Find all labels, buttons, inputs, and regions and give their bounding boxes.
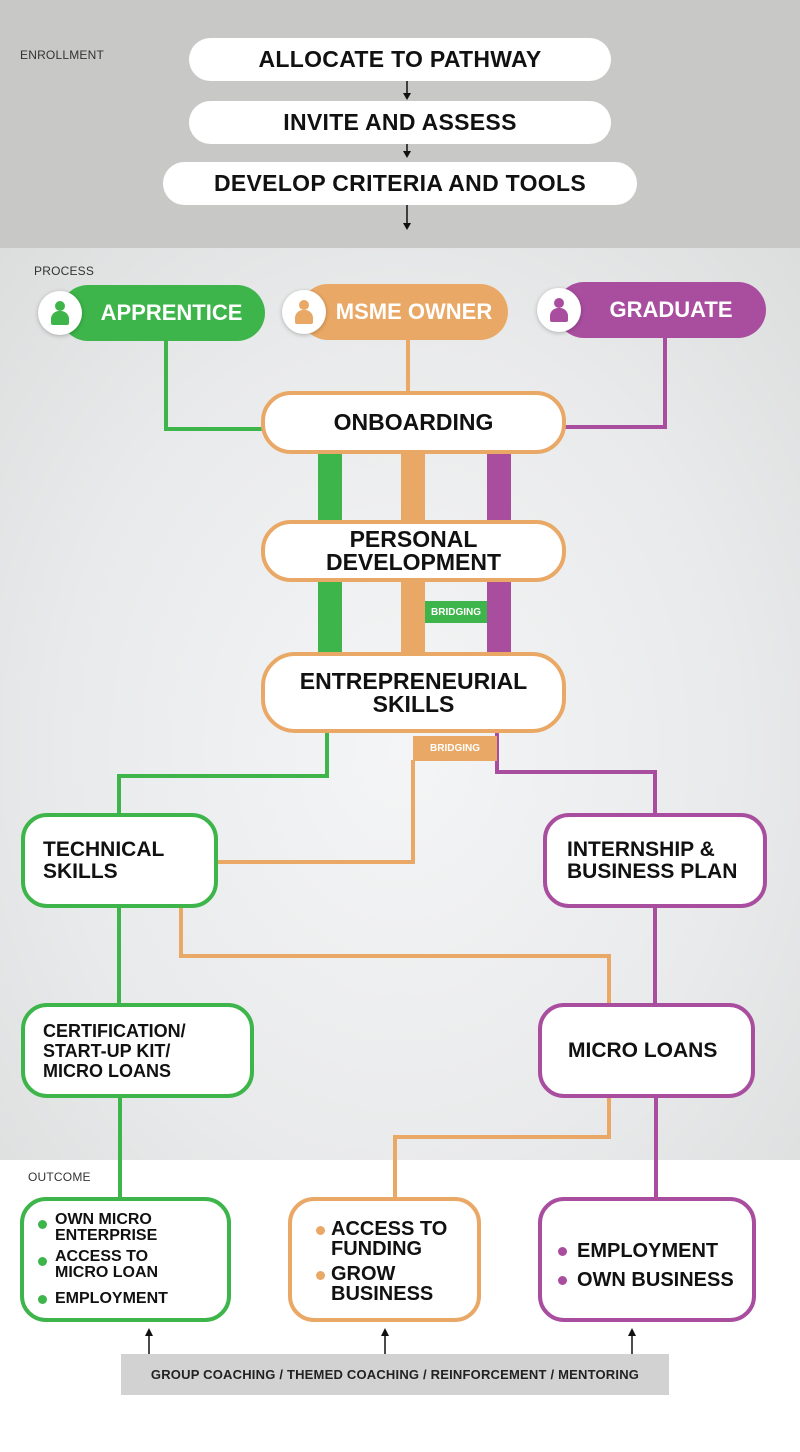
- outcome-item: OWN BUSINESS: [558, 1270, 734, 1290]
- personal-development-label: PERSONAL DEVELOPMENT: [325, 526, 502, 575]
- outcome-item: EMPLOYMENT: [38, 1291, 168, 1307]
- internship-label: INTERNSHIP & BUSINESS PLAN: [567, 837, 738, 883]
- outcome-item: ACCESS TO MICRO LOAN: [38, 1249, 158, 1281]
- technical-skills-label: TECHNICAL SKILLS: [43, 837, 165, 883]
- micro-loans-label: MICRO LOANS: [568, 1038, 718, 1062]
- coaching-bar: GROUP COACHING / THEMED COACHING / REINF…: [121, 1354, 669, 1395]
- bullet-icon: [38, 1220, 47, 1229]
- outcome-item: ACCESS TO FUNDING: [316, 1219, 447, 1259]
- technical-skills-node: TECHNICAL SKILLS: [21, 813, 218, 908]
- outcome-item: EMPLOYMENT: [558, 1241, 718, 1261]
- outcome-item: GROW BUSINESS: [316, 1264, 433, 1304]
- entrepreneurial-skills-label: ENTREPRENEURIAL SKILLS: [299, 667, 528, 717]
- process-label: PROCESS: [34, 264, 95, 278]
- graduate-person-icon: [537, 288, 581, 332]
- msme-owner-role: MSME OWNER: [300, 284, 508, 340]
- micro-loans-node: MICRO LOANS: [538, 1003, 755, 1098]
- bridging-badge-green: BRIDGING: [425, 601, 487, 623]
- allocate-to-pathway-step: ALLOCATE TO PATHWAY: [189, 38, 611, 81]
- bullet-icon: [316, 1226, 325, 1235]
- enrollment-label: ENROLLMENT: [20, 48, 105, 62]
- certification-label: CERTIFICATION/ START-UP KIT/ MICRO LOANS: [43, 1020, 186, 1081]
- msme-owner-outcomes: [288, 1197, 481, 1322]
- bullet-icon: [558, 1247, 567, 1256]
- apprentice-role: APPRENTICE: [60, 285, 265, 341]
- outcome-item: OWN MICRO ENTERPRISE: [38, 1212, 157, 1244]
- bridging-badge-orange: BRIDGING: [413, 736, 497, 761]
- bullet-icon: [38, 1257, 47, 1266]
- graduate-outcomes: [538, 1197, 756, 1322]
- msme-owner-person-icon: [282, 290, 326, 334]
- onboarding-node: ONBOARDING: [261, 391, 566, 454]
- onboarding-label: ONBOARDING: [333, 409, 494, 435]
- apprentice-person-icon: [38, 291, 82, 335]
- certification-node: CERTIFICATION/ START-UP KIT/ MICRO LOANS: [21, 1003, 254, 1098]
- bullet-icon: [38, 1295, 47, 1304]
- outcome-label: OUTCOME: [28, 1170, 91, 1184]
- internship-node: INTERNSHIP & BUSINESS PLAN: [543, 813, 767, 908]
- entrepreneurial-skills-node: ENTREPRENEURIAL SKILLS: [261, 652, 566, 733]
- bullet-icon: [558, 1276, 567, 1285]
- personal-development-node: PERSONAL DEVELOPMENT: [261, 520, 566, 582]
- bullet-icon: [316, 1271, 325, 1280]
- invite-and-assess-step: INVITE AND ASSESS: [189, 101, 611, 144]
- develop-criteria-step: DEVELOP CRITERIA AND TOOLS: [163, 162, 637, 205]
- graduate-role: GRADUATE: [556, 282, 766, 338]
- apprentice-outcomes: [20, 1197, 231, 1322]
